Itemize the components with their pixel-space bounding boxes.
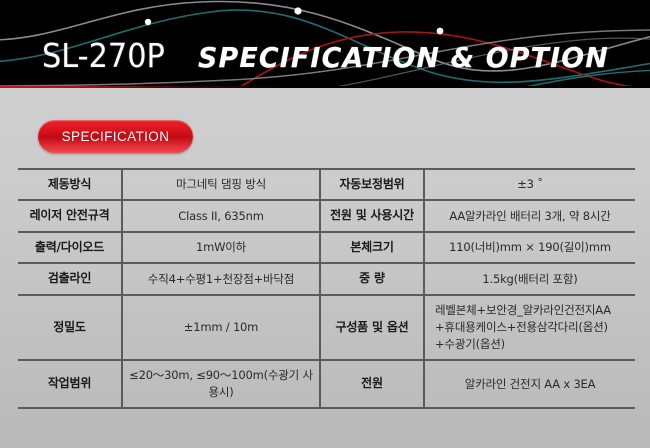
row-value-right: 1.5kg(배터리 포함) xyxy=(424,262,635,296)
specification-table: 제동방식 마그네틱 댐핑 방식 자동보정범위 ±3 ˚ 레이저 안전규격 Cla… xyxy=(18,167,635,409)
header-decorative-curves xyxy=(0,0,650,88)
model-name: SL-270P xyxy=(42,36,165,75)
row-value-left: 1mW이하 xyxy=(122,230,321,265)
page-title: SPECIFICATION & OPTION xyxy=(197,41,609,74)
row-label-left: 검출라인 xyxy=(18,262,123,296)
curve-dot xyxy=(436,27,444,35)
row-label-right: 본체크기 xyxy=(320,230,425,265)
row-value-left: ≤20〜30m, ≤90〜100m(수광기 사용시) xyxy=(122,359,321,409)
row-label-left: 제동방식 xyxy=(18,167,123,202)
row-value-right: ±3 ˚ xyxy=(424,167,635,202)
row-value-right: 110(너비)mm × 190(길이)mm xyxy=(424,230,635,265)
row-label-right: 전원 및 사용시간 xyxy=(320,199,425,233)
curve-dot xyxy=(144,18,152,26)
specification-badge: SPECIFICATION xyxy=(38,120,193,153)
table-row: 레이저 안전규격 Class II, 635nm 전원 및 사용시간 AA알카라… xyxy=(18,199,635,233)
table-row: 검출라인 수직4+수평1+천장점+바닥점 중 량 1.5kg(배터리 포함) xyxy=(18,262,635,296)
specification-badge-label: SPECIFICATION xyxy=(61,129,170,144)
table-row: 제동방식 마그네틱 댐핑 방식 자동보정범위 ±3 ˚ xyxy=(18,167,635,202)
row-value-right: 레벨본체+보안경_알카라인건전지AA +휴대용케이스+전용삼각다리(옵션) +수광기… xyxy=(424,293,635,362)
row-label-right: 전원 xyxy=(320,359,425,409)
row-label-right: 중 량 xyxy=(320,262,425,296)
row-label-left: 작업범위 xyxy=(18,359,123,409)
row-label-left: 레이저 안전규격 xyxy=(18,199,123,233)
header-red-underline xyxy=(0,86,650,88)
row-value-right: AA알카라인 배터리 3개, 약 8시간 xyxy=(424,199,635,233)
row-value-left: ±1mm / 10m xyxy=(122,293,321,362)
row-value-left: Class II, 635nm xyxy=(122,199,321,233)
page-header: SL-270P SPECIFICATION & OPTION xyxy=(0,0,650,88)
row-label-left: 정밀도 xyxy=(18,293,123,362)
row-label-right: 자동보정범위 xyxy=(320,167,425,202)
curve-dot xyxy=(294,7,302,15)
row-value-left: 마그네틱 댐핑 방식 xyxy=(122,167,321,202)
table-row: 정밀도 ±1mm / 10m 구성품 및 옵션 레벨본체+보안경_알카라인건전지… xyxy=(18,293,635,362)
table-row: 출력/다이오드 1mW이하 본체크기 110(너비)mm × 190(길이)mm xyxy=(18,230,635,265)
row-label-left: 출력/다이오드 xyxy=(18,230,123,265)
specification-table-body: 제동방식 마그네틱 댐핑 방식 자동보정범위 ±3 ˚ 레이저 안전규격 Cla… xyxy=(18,167,635,409)
table-row: 작업범위 ≤20〜30m, ≤90〜100m(수광기 사용시) 전원 알카라인 … xyxy=(18,359,635,409)
row-label-right: 구성품 및 옵션 xyxy=(320,293,425,362)
row-value-right: 알카라인 건전지 AA x 3EA xyxy=(424,359,635,409)
row-value-left: 수직4+수평1+천장점+바닥점 xyxy=(122,262,321,296)
